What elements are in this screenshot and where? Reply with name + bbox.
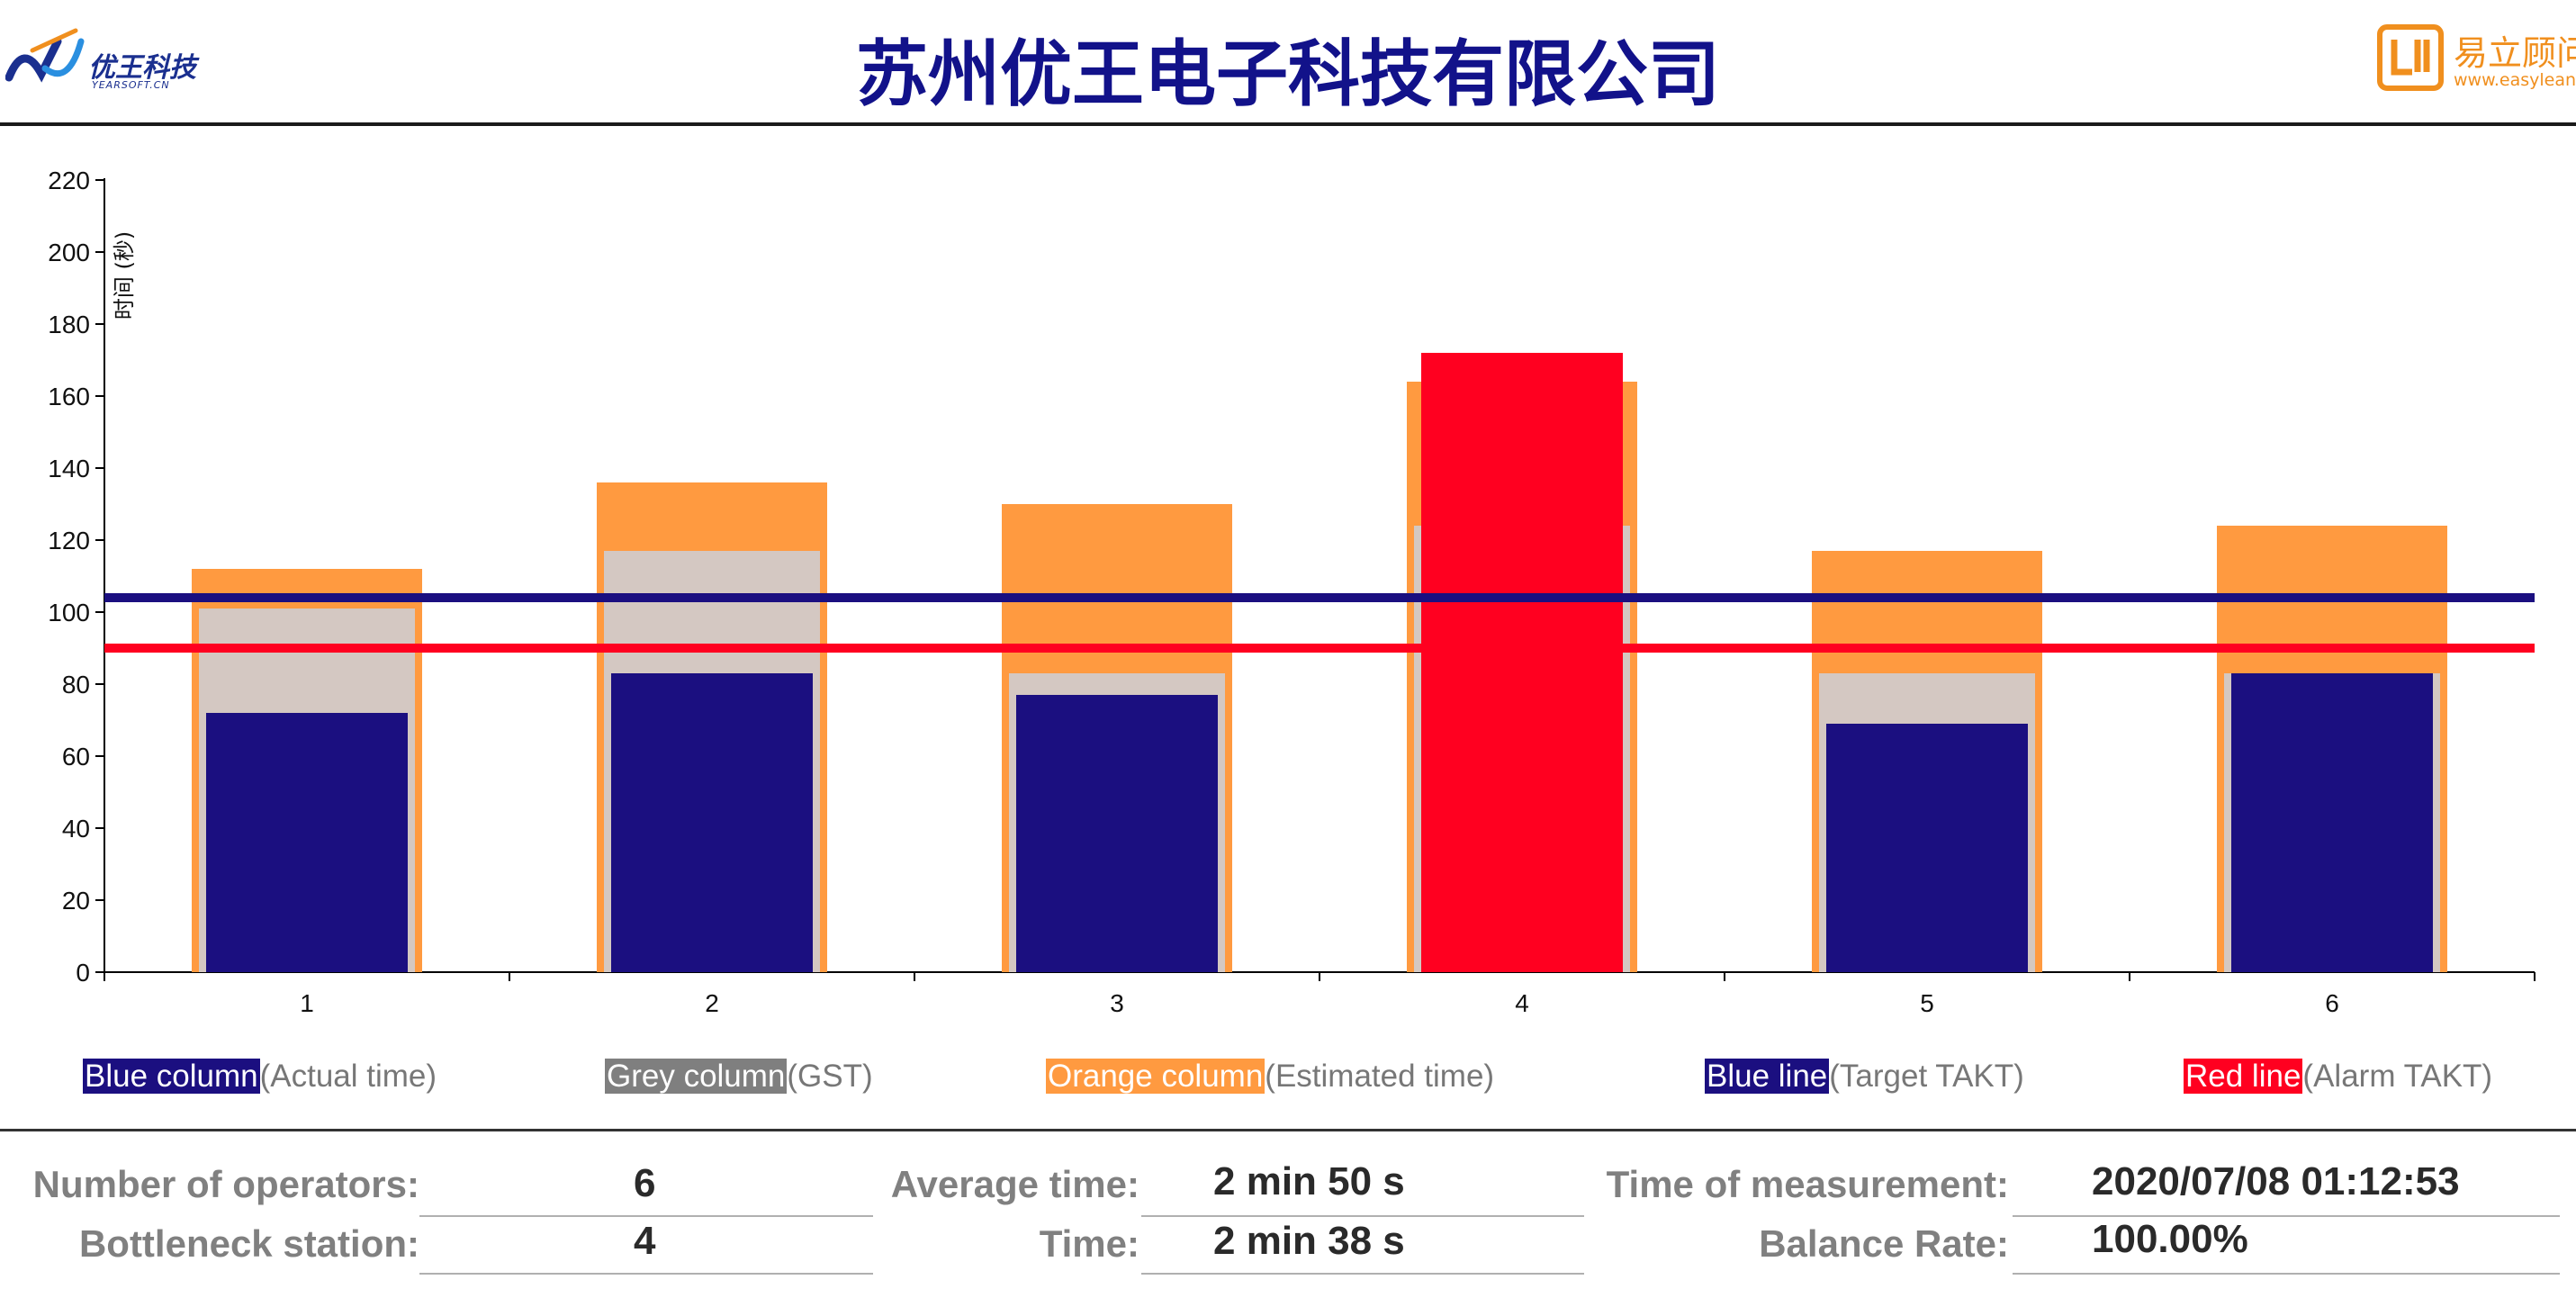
time-value: 2 min 38 s <box>1213 1219 1405 1263</box>
y-tick-label: 100 <box>48 599 90 626</box>
legend-swatch: Red line <box>2184 1059 2303 1094</box>
legend-text: (Target TAKT) <box>1829 1059 2024 1094</box>
y-tick-label: 160 <box>48 383 90 410</box>
company-logo-subtext: YEARSOFT.CN <box>92 79 170 91</box>
average-time-underline <box>1141 1215 1584 1217</box>
average-time-label: Average time: <box>890 1163 1139 1205</box>
page-title: 苏州优王电子科技有限公司 <box>856 32 1720 116</box>
x-tick-label: 1 <box>300 989 314 1017</box>
y-tick-label: 140 <box>48 455 90 482</box>
y-tick-label: 180 <box>48 311 90 338</box>
legend-item: Blue column(Actual time) <box>83 1059 437 1095</box>
legend-swatch: Orange column <box>1046 1059 1265 1094</box>
balance-rate-underline <box>2013 1273 2560 1275</box>
legend-item: Grey column(GST) <box>605 1059 873 1095</box>
legend-item: Blue line(Target TAKT) <box>1705 1059 2024 1095</box>
legend-swatch: Blue line <box>1705 1059 1830 1094</box>
bottleneck-underline <box>419 1273 873 1275</box>
y-tick-label: 40 <box>62 815 90 843</box>
consultant-logo: 易立顾问 www.easylean.cn <box>2376 23 2576 104</box>
y-tick-label: 220 <box>48 167 90 194</box>
yearsoft-logo-icon <box>5 28 85 83</box>
actual-bar <box>206 713 408 972</box>
actual-bar <box>2231 673 2433 972</box>
y-tick-label: 200 <box>48 239 90 266</box>
average-time-value: 2 min 50 s <box>1213 1159 1405 1203</box>
easylean-logo-icon <box>2377 24 2444 91</box>
operators-underline <box>419 1215 873 1217</box>
balance-rate-value: 100.00% <box>2092 1217 2248 1261</box>
legend-swatch: Blue column <box>83 1059 260 1094</box>
operators-label: Number of operators: <box>32 1163 419 1205</box>
x-tick-label: 2 <box>705 989 719 1017</box>
bottleneck-value: 4 <box>634 1219 656 1263</box>
legend-text: (Actual time) <box>259 1059 437 1094</box>
company-logo: 优王科技 YEARSOFT.CN <box>5 23 212 95</box>
actual-bar <box>1421 353 1623 972</box>
actual-bar <box>611 673 813 972</box>
x-tick-label: 5 <box>1920 989 1934 1017</box>
legend-text: (Estimated time) <box>1265 1059 1495 1094</box>
actual-bar <box>1826 724 2028 972</box>
legend-text: (GST) <box>787 1059 873 1094</box>
legend-item: Red line(Alarm TAKT) <box>2184 1059 2492 1095</box>
x-tick-label: 4 <box>1515 989 1529 1017</box>
x-tick-label: 3 <box>1110 989 1124 1017</box>
divider <box>0 1129 2576 1131</box>
balance-rate-label: Balance Rate: <box>1759 1222 2009 1265</box>
time-label: Time: <box>1039 1222 1139 1265</box>
actual-bar <box>1016 695 1218 972</box>
consultant-logo-text: 易立顾问 <box>2454 33 2576 73</box>
header: 优王科技 YEARSOFT.CN 苏州优王电子科技有限公司 易立顾问 www.e… <box>0 0 2576 126</box>
legend-text: (Alarm TAKT) <box>2302 1059 2493 1094</box>
consultant-logo-url: www.easylean.cn <box>2454 70 2576 90</box>
x-tick-label: 6 <box>2325 989 2339 1017</box>
y-tick-label: 0 <box>76 959 90 987</box>
cycle-time-chart: 0 20 40 60 80 100 120 140 160 180 200 220 时间 (秒) 1 2 3 4… <box>48 167 2535 1017</box>
time-underline <box>1141 1273 1584 1275</box>
bottleneck-label: Bottleneck station: <box>78 1222 419 1265</box>
legend-item: Orange column(Estimated time) <box>1046 1059 1494 1095</box>
measurement-label: Time of measurement: <box>1606 1163 2009 1205</box>
y-tick-label: 60 <box>62 743 90 771</box>
y-tick-label: 120 <box>48 527 90 554</box>
legend-swatch: Grey column <box>605 1059 788 1094</box>
measurement-underline <box>2013 1215 2560 1217</box>
y-tick-label: 20 <box>62 887 90 915</box>
company-logo-text: 优王科技 <box>88 52 196 84</box>
measurement-value: 2020/07/08 01:12:53 <box>2092 1159 2460 1203</box>
y-axis-title: 时间 (秒) <box>112 231 137 320</box>
operators-value: 6 <box>634 1161 656 1205</box>
y-tick-label: 80 <box>62 671 90 699</box>
